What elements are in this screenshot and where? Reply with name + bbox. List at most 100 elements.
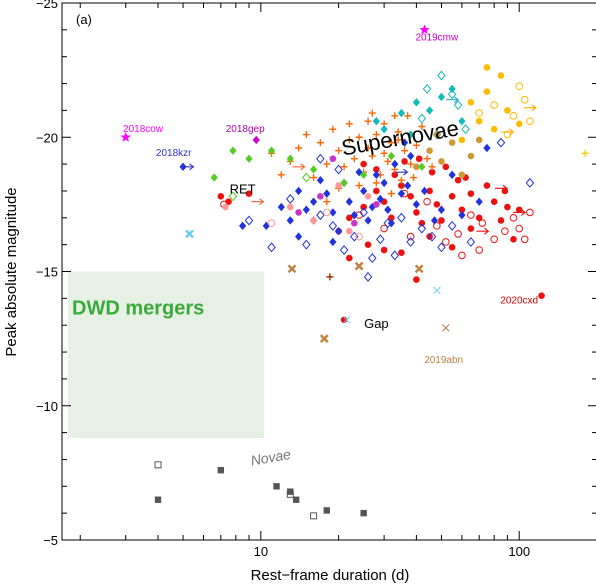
plus-point (355, 133, 363, 141)
open-diamond-point (447, 89, 457, 100)
plus-point (310, 174, 318, 182)
filled-diamond-point (384, 205, 392, 214)
filled-circle-point (538, 292, 545, 299)
filled-diamond-point (345, 197, 353, 206)
filled-circle-point (438, 217, 445, 224)
y-tick-label: −5 (43, 533, 58, 548)
filled-diamond-point (350, 210, 358, 220)
filled-circle-point (448, 193, 456, 200)
open-circle-point (442, 238, 450, 246)
open-diamond-point (368, 253, 377, 264)
region-shade (68, 271, 265, 438)
open-diamond-point (427, 231, 437, 242)
filled-circle-point (310, 217, 317, 224)
filled-circle-point (346, 214, 353, 222)
filled-diamond-point (458, 210, 466, 220)
filled-circle-point (346, 227, 353, 235)
filled-circle-point (413, 209, 420, 216)
open-circle-point (490, 101, 498, 109)
filled-circle-point (448, 244, 456, 251)
plus-point (345, 120, 353, 128)
filled-diamond-point (286, 216, 294, 225)
filled-circle-point (351, 219, 358, 227)
filled-circle-point (398, 249, 405, 257)
open-circle-point (501, 227, 509, 236)
filled-diamond-point (420, 186, 429, 196)
plus-point (423, 155, 431, 163)
filled-circle-point (222, 203, 229, 211)
plus-point (384, 157, 392, 165)
open-circle-point (526, 117, 534, 125)
open-circle-point (515, 82, 524, 91)
filled-circle-point (467, 190, 475, 197)
filled-circle-point (433, 201, 441, 208)
right-arrow-point (181, 163, 195, 171)
x-cross-point (354, 261, 364, 271)
filled-circle-point (346, 254, 353, 262)
filled-diamond-point (329, 237, 337, 247)
open-circle-point (467, 211, 475, 219)
open-diamond-point (350, 231, 359, 242)
filled-diamond-point (368, 202, 376, 212)
right-arrow-point (501, 128, 515, 136)
filled-diamond-point (412, 200, 420, 209)
plus-point (316, 139, 324, 147)
open-circle-point (423, 197, 431, 206)
filled-circle-point (483, 88, 491, 95)
filled-diamond-point (364, 216, 372, 225)
open-x-cross-point (342, 315, 351, 324)
filled-diamond-point (448, 84, 456, 94)
open-diamond-point (466, 236, 476, 247)
open-diamond-point (437, 70, 446, 81)
filled-diamond-point (302, 205, 310, 214)
plus-point (364, 144, 372, 152)
open-diamond-point (316, 210, 325, 221)
filled-diamond-point (335, 227, 343, 236)
star-point (120, 131, 131, 142)
star-point (419, 24, 430, 35)
panel-label: (a) (76, 12, 92, 27)
open-diamond-point (302, 239, 311, 250)
annotation-label: 2019abn (424, 355, 463, 366)
filled-circle-point (413, 163, 420, 171)
filled-circle-point (373, 166, 380, 173)
filled-square-point (360, 509, 367, 517)
filled-circle-point (373, 187, 380, 195)
annotation-label: 2020cxd (500, 296, 538, 307)
plus-point (368, 152, 376, 160)
plus-point (323, 198, 331, 206)
plus-point (412, 141, 420, 149)
filled-circle-point (373, 201, 380, 208)
annotation-label: RET (230, 182, 256, 197)
open-square-point (154, 461, 162, 469)
filled-circle-point (458, 136, 466, 144)
open-diamond-point (228, 191, 238, 202)
filled-square-point (217, 466, 225, 474)
plus-point (335, 147, 343, 155)
filled-diamond-point (329, 208, 337, 217)
right-arrow-point (251, 198, 265, 206)
right-arrow-point (523, 104, 537, 112)
filled-diamond-point (483, 143, 491, 153)
open-circle-point (380, 224, 388, 233)
filled-circle-point (428, 168, 436, 176)
filled-diamond-point (437, 92, 446, 102)
filled-diamond-point (430, 216, 439, 225)
filled-circle-point (475, 136, 483, 144)
plus-point (340, 163, 348, 171)
plus-point (397, 176, 405, 184)
plus-point (323, 160, 331, 168)
filled-circle-point (317, 193, 324, 200)
filled-circle-point (504, 203, 511, 211)
open-square-point (286, 490, 294, 498)
plus-point (345, 136, 353, 144)
right-arrow-point (292, 163, 306, 171)
open-circle-point (355, 232, 363, 241)
filled-diamond-point (340, 178, 348, 188)
filled-circle-point (401, 158, 408, 165)
y-tick-label: −20 (36, 130, 58, 145)
open-circle-point (478, 219, 487, 227)
plus-point (372, 179, 380, 187)
filled-circle-point (497, 217, 505, 224)
